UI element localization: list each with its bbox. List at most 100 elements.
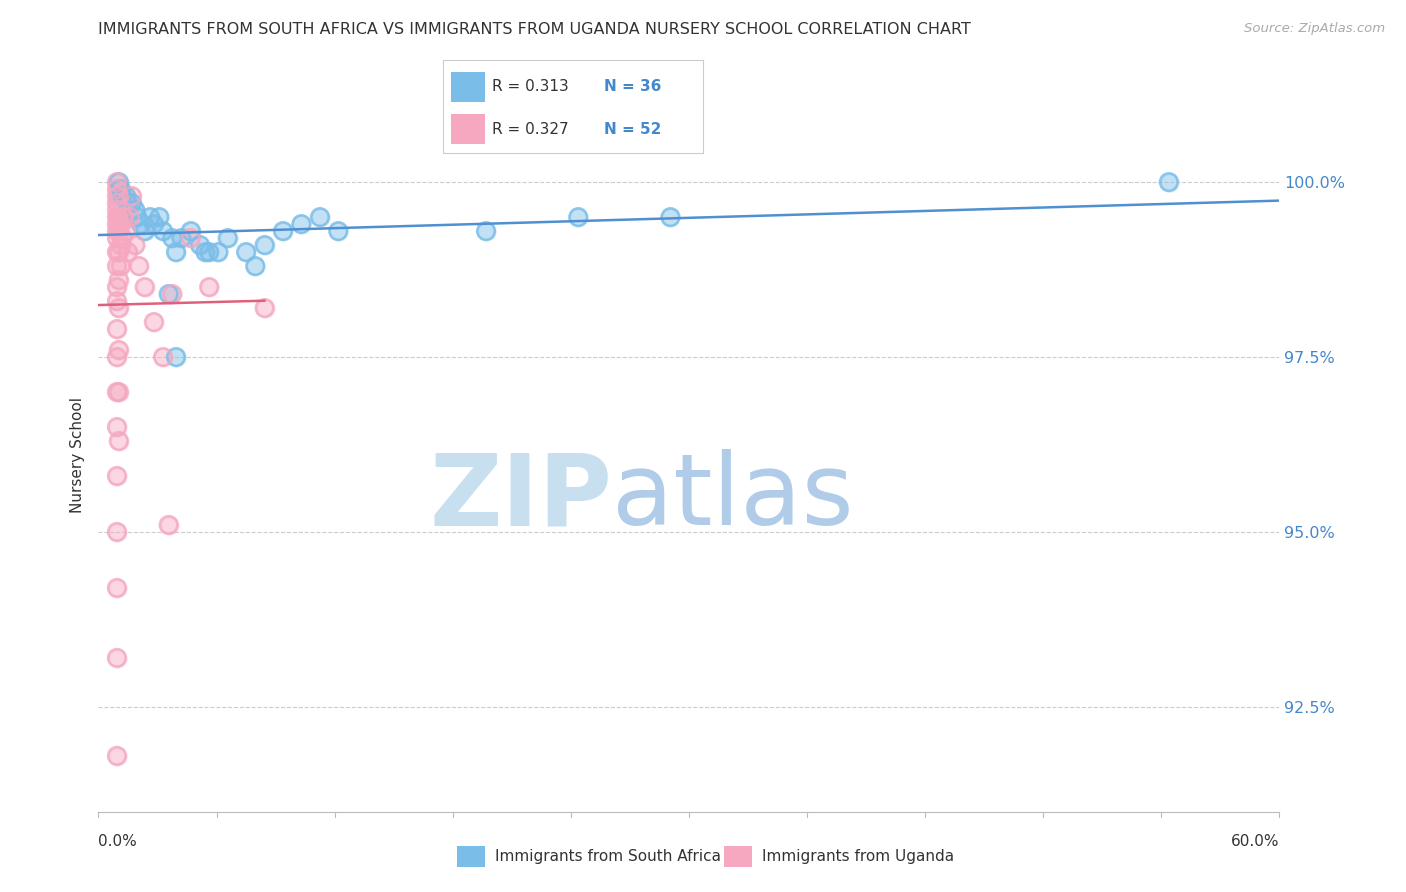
Point <box>128 259 150 273</box>
Point <box>180 231 202 245</box>
Point <box>115 189 138 203</box>
Point <box>271 224 294 238</box>
Point <box>110 202 132 217</box>
Point <box>105 259 128 273</box>
Point <box>105 182 128 196</box>
Point <box>105 384 128 399</box>
Point <box>105 581 128 595</box>
Point <box>157 287 180 301</box>
Point <box>124 202 146 217</box>
Point <box>105 189 128 203</box>
Point <box>121 189 143 203</box>
Point <box>121 196 143 211</box>
Point <box>105 210 128 224</box>
Point <box>107 189 129 203</box>
Point <box>117 245 139 260</box>
Bar <box>451 114 485 145</box>
Point <box>107 301 129 315</box>
Point <box>105 524 128 539</box>
Point <box>107 273 129 287</box>
Point <box>162 231 183 245</box>
Point <box>157 517 180 532</box>
Point <box>148 210 170 224</box>
Point <box>105 350 128 364</box>
Text: IMMIGRANTS FROM SOUTH AFRICA VS IMMIGRANTS FROM UGANDA NURSERY SCHOOL CORRELATIO: IMMIGRANTS FROM SOUTH AFRICA VS IMMIGRAN… <box>98 22 972 37</box>
Text: Immigrants from Uganda: Immigrants from Uganda <box>762 849 955 863</box>
Point <box>309 210 332 224</box>
Point <box>110 259 132 273</box>
Point <box>110 238 132 252</box>
Point <box>107 210 129 224</box>
Point <box>112 210 135 224</box>
Point <box>475 224 498 238</box>
Point <box>134 280 156 294</box>
Point <box>188 238 211 252</box>
Point <box>105 231 128 245</box>
Point <box>157 517 180 532</box>
Point <box>105 196 128 211</box>
Point <box>142 315 165 329</box>
Point <box>107 343 129 357</box>
Point <box>659 210 682 224</box>
Point <box>217 231 239 245</box>
Point <box>111 231 134 245</box>
Point <box>235 245 257 260</box>
Point <box>111 210 134 224</box>
Point <box>139 210 162 224</box>
Point <box>111 189 134 203</box>
Point <box>105 293 128 308</box>
Point <box>198 280 221 294</box>
Point <box>111 189 134 203</box>
Point <box>107 434 129 448</box>
Point <box>105 245 128 260</box>
Point <box>194 245 217 260</box>
Point <box>115 189 138 203</box>
Point <box>152 224 174 238</box>
Point <box>180 224 202 238</box>
Point <box>105 224 128 238</box>
Point <box>129 217 152 231</box>
Point <box>107 384 129 399</box>
Text: N = 52: N = 52 <box>605 121 662 136</box>
Point <box>290 217 312 231</box>
Point <box>245 259 267 273</box>
Text: ZIP: ZIP <box>429 450 612 546</box>
Point <box>253 238 276 252</box>
Point <box>105 322 128 336</box>
Point <box>180 224 202 238</box>
Point <box>105 748 128 763</box>
Point <box>124 238 146 252</box>
Point <box>105 245 128 260</box>
Point <box>115 224 138 238</box>
Point <box>105 524 128 539</box>
Point <box>107 175 129 189</box>
Point <box>115 224 138 238</box>
Point <box>107 245 129 260</box>
Point <box>134 224 156 238</box>
Point <box>1157 175 1180 189</box>
Point <box>105 175 128 189</box>
Point <box>107 175 129 189</box>
Point <box>253 301 276 315</box>
Point <box>198 245 221 260</box>
Point <box>105 189 128 203</box>
Point <box>110 238 132 252</box>
Point <box>253 301 276 315</box>
Point <box>105 175 128 189</box>
Point <box>105 650 128 665</box>
Point <box>1157 175 1180 189</box>
Point <box>235 245 257 260</box>
Point <box>105 217 128 231</box>
Point <box>290 217 312 231</box>
Point <box>165 350 187 364</box>
Text: R = 0.313: R = 0.313 <box>492 79 569 95</box>
Text: N = 36: N = 36 <box>605 79 662 95</box>
Point <box>148 210 170 224</box>
Point <box>475 224 498 238</box>
Point <box>110 182 132 196</box>
Point <box>142 315 165 329</box>
Point <box>105 217 128 231</box>
Point <box>207 245 229 260</box>
Point <box>152 350 174 364</box>
Point <box>157 287 180 301</box>
